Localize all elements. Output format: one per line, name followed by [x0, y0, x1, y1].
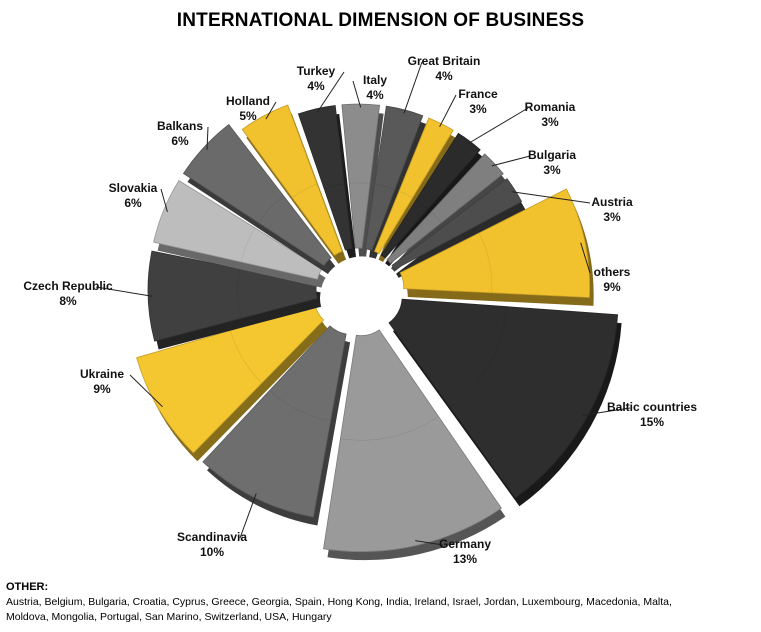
pie-slice-face: [341, 103, 381, 249]
pie-slice-face: [182, 124, 332, 267]
slice-percentage: 15%: [640, 415, 664, 429]
pie-slice-face: [323, 329, 502, 553]
slice-percentage: 5%: [239, 109, 257, 123]
leader-line: [580, 242, 591, 274]
leader-line: [439, 94, 457, 128]
slice-label: Holland: [226, 94, 270, 108]
pie-slice-turkey: [297, 105, 356, 259]
leader-line: [239, 493, 257, 539]
slice-label: Germany: [439, 537, 491, 551]
pie-slice-austria: [391, 178, 526, 278]
pie-slice-baltic-countries: [388, 298, 622, 507]
pie-slice-holland: [241, 104, 347, 264]
pie-slice-face: [147, 250, 318, 342]
pie-slice-face: [297, 105, 353, 251]
slice-label: Slovakia: [109, 181, 158, 195]
pie-slice-face: [202, 325, 347, 518]
pie-slice-face: [153, 180, 323, 280]
slice-percentage: 4%: [307, 79, 325, 93]
pie-slice-face: [373, 117, 454, 255]
pie-slice-face: [399, 188, 591, 298]
pie-slice-face: [386, 153, 504, 264]
pie-slice-others: [399, 188, 594, 306]
pie-slice-face: [380, 132, 481, 259]
slice-label: others: [594, 265, 631, 279]
slice-label: Balkans: [157, 119, 203, 133]
pie-slice-guide: [398, 190, 413, 199]
slice-label: Czech Republic: [23, 279, 113, 293]
slice-label: Bulgaria: [528, 148, 576, 162]
leader-line: [582, 407, 631, 416]
leader-line: [415, 540, 444, 546]
slice-label: Romania: [525, 100, 576, 114]
slice-label: Ukraine: [80, 367, 124, 381]
leader-line: [316, 71, 345, 113]
slice-percentage: 4%: [366, 88, 384, 102]
slice-label: Great Britain: [408, 54, 481, 68]
slice-percentage: 3%: [603, 210, 621, 224]
other-countries-note: OTHER: Austria, Belgium, Bulgaria, Croat…: [6, 580, 756, 625]
leader-line: [511, 191, 591, 204]
pie-slice-slovakia: [153, 180, 326, 288]
slice-label: Turkey: [297, 64, 336, 78]
leader-line: [403, 61, 423, 114]
leader-line: [129, 374, 163, 408]
leader-line: [491, 155, 531, 167]
slice-label: Scandinavia: [177, 530, 247, 544]
pie-slice-face: [364, 105, 424, 251]
slice-percentage: 9%: [93, 382, 111, 396]
leader-line: [160, 188, 168, 213]
pie-slice-ukraine: [136, 305, 328, 462]
slice-percentage: 3%: [541, 115, 559, 129]
slice-label: Baltic countries: [607, 400, 697, 414]
leader-line: [206, 126, 209, 150]
slice-percentage: 13%: [453, 552, 477, 566]
slice-percentage: 3%: [469, 102, 487, 116]
pie-slice-guide: [415, 199, 429, 210]
slice-percentage: 10%: [200, 545, 224, 559]
slice-percentage: 4%: [435, 69, 453, 83]
pie-slice-face: [241, 104, 343, 256]
slice-percentage: 6%: [171, 134, 189, 148]
pie-slice-germany: [323, 329, 506, 561]
other-countries-list: Austria, Belgium, Bulgaria, Croatia, Cyp…: [6, 595, 756, 625]
slice-label: Italy: [363, 73, 387, 87]
other-countries-line-2: Moldova, Mongolia, Portugal, San Marino,…: [6, 611, 332, 623]
chart-title: INTERNATIONAL DIMENSION OF BUSINESS: [176, 10, 585, 31]
other-heading: OTHER:: [6, 581, 49, 593]
pie-slice-balkans: [182, 124, 336, 274]
slice-percentage: 3%: [543, 163, 561, 177]
slice-label: France: [458, 87, 498, 101]
pie-slice-guide: [443, 226, 453, 239]
pie-slice-scandinavia: [202, 325, 351, 526]
pie-slice-face: [388, 298, 619, 499]
pie-slice-guide: [431, 211, 442, 224]
pie-slice-great-britain: [364, 105, 427, 259]
other-countries-line-1: Austria, Belgium, Bulgaria, Croatia, Cyp…: [6, 596, 672, 608]
pie-slice-side: [369, 114, 427, 259]
leader-line: [265, 101, 277, 120]
pie-slice-guide: [478, 232, 493, 293]
pie-slice-face: [136, 305, 325, 454]
leader-line: [352, 80, 362, 108]
pie-slice-guide: [292, 183, 318, 198]
leader-line: [95, 286, 153, 297]
slice-percentage: 6%: [124, 196, 142, 210]
pie-slice-czech-republic: [147, 250, 322, 350]
pie-slice-guide: [349, 182, 370, 184]
pie-slice-guide: [374, 184, 395, 190]
slice-percentage: 8%: [59, 294, 77, 308]
slice-percentage: 9%: [603, 280, 621, 294]
pie-slice-italy: [341, 103, 384, 257]
slice-label: Austria: [591, 195, 633, 209]
leader-line: [467, 107, 529, 145]
pie-slice-face: [391, 178, 523, 271]
pie-slice-guide: [324, 183, 345, 189]
